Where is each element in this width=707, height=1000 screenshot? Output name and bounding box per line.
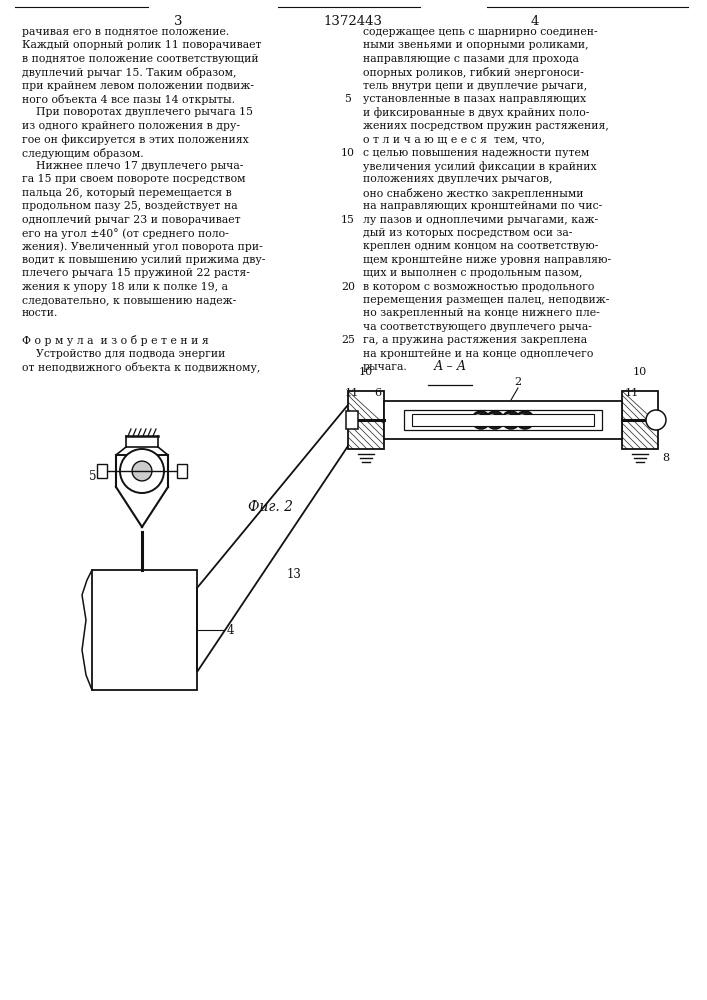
Text: 10: 10 [341,148,355,158]
Text: тель внутри цепи и двуплечие рычаги,: тель внутри цепи и двуплечие рычаги, [363,81,588,91]
Text: лу пазов и одноплечими рычагами, каж-: лу пазов и одноплечими рычагами, каж- [363,215,598,225]
Text: с целью повышения надежности путем: с целью повышения надежности путем [363,148,589,158]
Text: его на угол ±40° (от среднего поло-: его на угол ±40° (от среднего поло- [22,228,229,239]
Text: при крайнем левом положении подвиж-: при крайнем левом положении подвиж- [22,81,254,91]
Circle shape [646,410,666,430]
Text: жения). Увеличенный угол поворота при-: жения). Увеличенный угол поворота при- [22,241,263,252]
Text: следовательно, к повышению надеж-: следовательно, к повышению надеж- [22,295,236,305]
Text: Фиг. 2: Фиг. 2 [247,500,293,514]
Text: но закрепленный на конце нижнего пле-: но закрепленный на конце нижнего пле- [363,308,600,318]
Text: 10: 10 [633,367,647,377]
Text: При поворотах двуплечего рычага 15: При поворотах двуплечего рычага 15 [22,107,253,117]
Text: 10: 10 [359,367,373,377]
Circle shape [502,411,520,429]
Bar [348,391,384,449]
Text: плечего рычага 15 пружиной 22 растя-: плечего рычага 15 пружиной 22 растя- [22,268,250,278]
Text: 13: 13 [286,568,301,580]
Text: Нижнее плечо 17 двуплечего рыча-: Нижнее плечо 17 двуплечего рыча- [22,161,243,171]
Text: дый из которых посредством оси за-: дый из которых посредством оси за- [363,228,573,238]
Circle shape [486,411,504,429]
Text: пальца 26, который перемещается в: пальца 26, который перемещается в [22,188,232,198]
Bar [177,464,187,478]
Text: водит к повышению усилий прижима дву-: водит к повышению усилий прижима дву- [22,255,265,265]
Text: опорных роликов, гибкий энергоноси-: опорных роликов, гибкий энергоноси- [363,67,584,78]
Text: А – А: А – А [433,360,467,373]
Text: 5: 5 [344,94,351,104]
Bar [412,414,594,426]
Circle shape [132,461,152,481]
Text: следующим образом.: следующим образом. [22,148,144,159]
Text: щем кронштейне ниже уровня направляю-: щем кронштейне ниже уровня направляю- [363,255,611,265]
Text: 2: 2 [515,377,522,387]
Text: 8: 8 [662,453,669,463]
Text: двуплечий рычаг 15. Таким образом,: двуплечий рычаг 15. Таким образом, [22,67,237,78]
Text: щих и выполнен с продольным пазом,: щих и выполнен с продольным пазом, [363,268,583,278]
Text: ности.: ности. [22,308,59,318]
Text: 20: 20 [341,282,355,292]
Text: Ф о р м у л а  и з о б р е т е н и я: Ф о р м у л а и з о б р е т е н и я [22,335,209,346]
Bar [622,391,658,449]
Circle shape [516,411,534,429]
Text: на кронштейне и на конце одноплечего: на кронштейне и на конце одноплечего [363,349,593,359]
Text: рычага.: рычага. [363,362,408,372]
Text: ными звеньями и опорными роликами,: ными звеньями и опорными роликами, [363,40,589,50]
Text: жения к упору 18 или к полке 19, а: жения к упору 18 или к полке 19, а [22,282,228,292]
Text: 25: 25 [341,335,355,345]
Text: 4: 4 [227,624,235,637]
Text: одноплечий рычаг 23 и поворачивает: одноплечий рычаг 23 и поворачивает [22,215,240,225]
Text: на направляющих кронштейнами по чис-: на направляющих кронштейнами по чис- [363,201,602,211]
Text: ча соответствующего двуплечего рыча-: ча соответствующего двуплечего рыча- [363,322,592,332]
Text: перемещения размещен палец, неподвиж-: перемещения размещен палец, неподвиж- [363,295,609,305]
Text: жениях посредством пружин растяжения,: жениях посредством пружин растяжения, [363,121,609,131]
Text: о т л и ч а ю щ е е с я  тем, что,: о т л и ч а ю щ е е с я тем, что, [363,134,545,144]
Bar [404,410,602,430]
Text: 1372443: 1372443 [324,15,382,28]
Text: Каждый опорный ролик 11 поворачивает: Каждый опорный ролик 11 поворачивает [22,40,262,50]
Text: и фиксированные в двух крайних поло-: и фиксированные в двух крайних поло- [363,107,590,118]
Text: установленные в пазах направляющих: установленные в пазах направляющих [363,94,586,104]
Circle shape [489,414,495,420]
Circle shape [505,414,511,420]
Circle shape [120,449,164,493]
Bar [97,464,107,478]
Bar [384,401,622,439]
Bar [92,570,197,690]
Text: 11: 11 [625,388,639,398]
Text: гое он фиксируется в этих положениях: гое он фиксируется в этих положениях [22,134,249,145]
Text: от неподвижного объекта к подвижному,: от неподвижного объекта к подвижному, [22,362,260,373]
Text: га 15 при своем повороте посредством: га 15 при своем повороте посредством [22,174,245,184]
Text: оно снабжено жестко закрепленными: оно снабжено жестко закрепленными [363,188,583,199]
Text: ного объекта 4 все пазы 14 открыты.: ного объекта 4 все пазы 14 открыты. [22,94,235,105]
Text: га, а пружина растяжения закреплена: га, а пружина растяжения закреплена [363,335,587,345]
Text: продольном пазу 25, воздействует на: продольном пазу 25, воздействует на [22,201,238,211]
Text: увеличения усилий фиксации в крайних: увеличения усилий фиксации в крайних [363,161,597,172]
Text: Устройство для подвода энергии: Устройство для подвода энергии [22,349,226,359]
Circle shape [475,414,481,420]
Text: 11: 11 [345,388,359,398]
Text: в поднятое положение соответствующий: в поднятое положение соответствующий [22,54,259,64]
Bar [346,411,358,429]
Text: 5: 5 [90,470,97,483]
Text: 6: 6 [375,388,382,398]
Circle shape [472,411,490,429]
Text: 4: 4 [531,15,539,28]
Text: положениях двуплечих рычагов,: положениях двуплечих рычагов, [363,174,552,184]
Text: рачивая его в поднятое положение.: рачивая его в поднятое положение. [22,27,229,37]
Text: содержащее цепь с шарнирно соединен-: содержащее цепь с шарнирно соединен- [363,27,597,37]
Text: креплен одним концом на соответствую-: креплен одним концом на соответствую- [363,241,598,251]
Text: направляющие с пазами для прохода: направляющие с пазами для прохода [363,54,579,64]
Circle shape [519,414,525,420]
Text: 15: 15 [341,215,355,225]
Text: 3: 3 [174,15,182,28]
Text: в котором с возможностью продольного: в котором с возможностью продольного [363,282,595,292]
Text: из одного крайнего положения в дру-: из одного крайнего положения в дру- [22,121,240,131]
